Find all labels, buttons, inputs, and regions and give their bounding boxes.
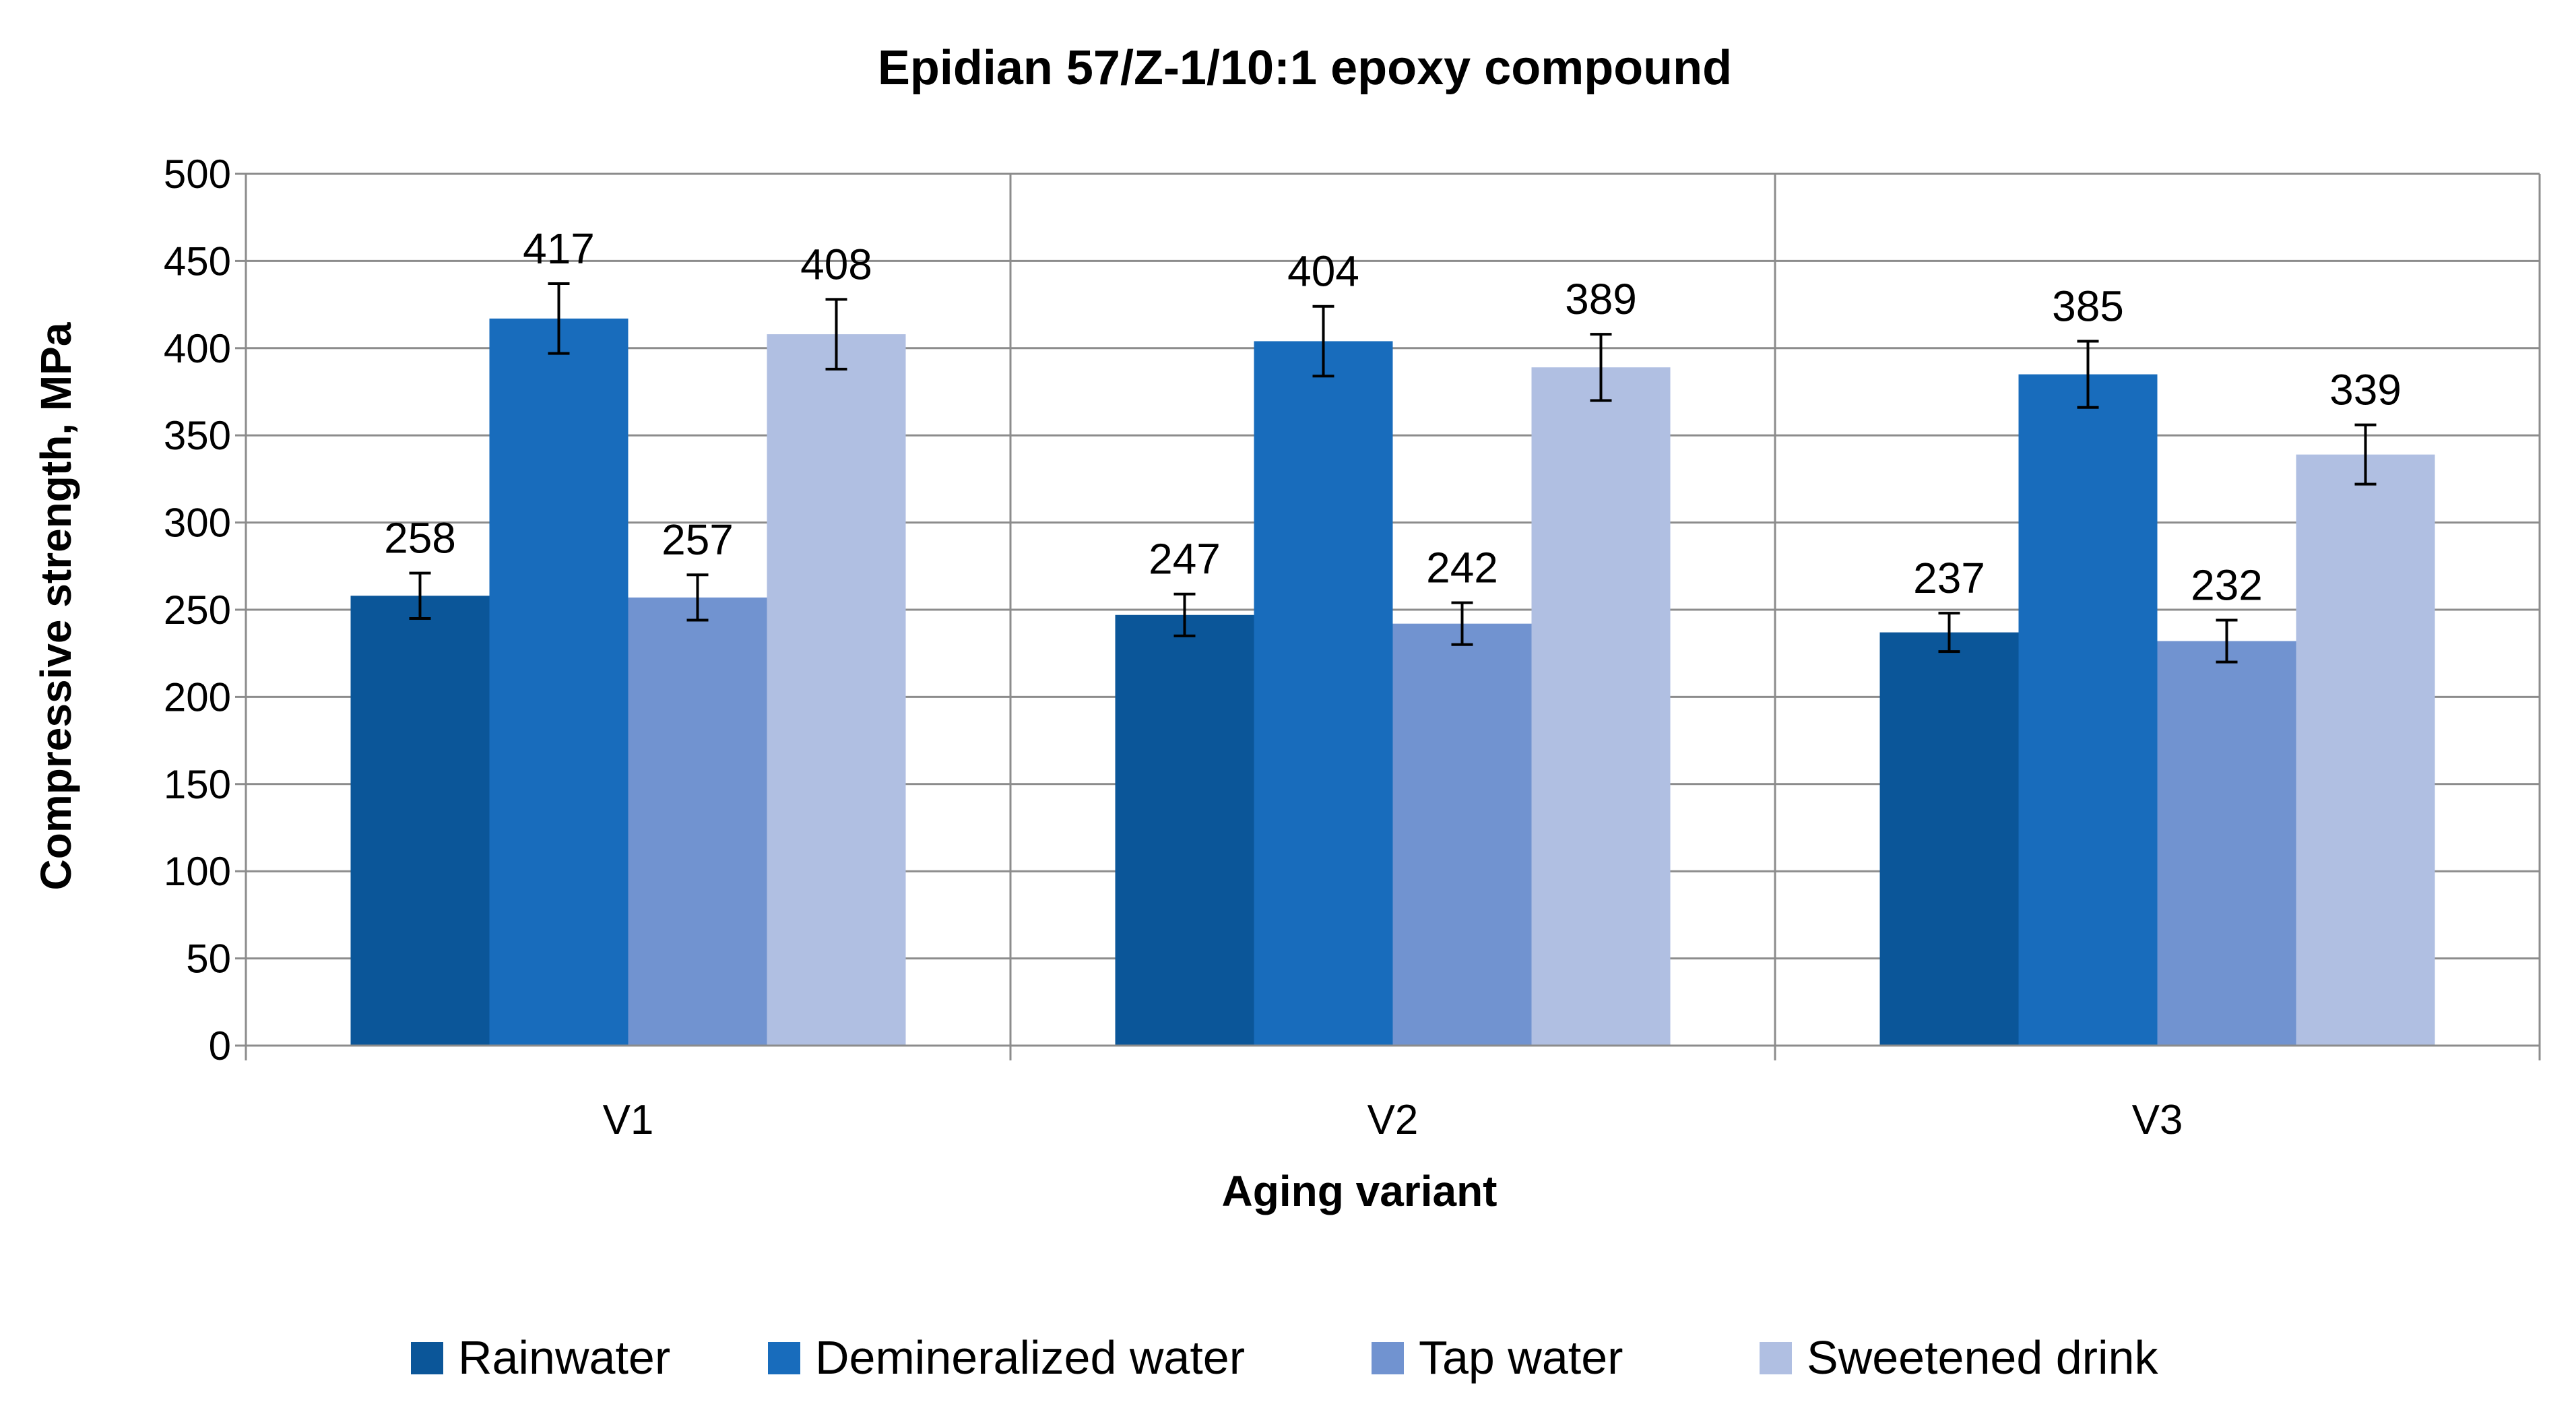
- data-label: 404: [1287, 247, 1359, 296]
- data-label: 257: [662, 515, 734, 564]
- data-label: 417: [523, 224, 595, 273]
- y-axis-title: Compressive strength, MPa: [32, 322, 80, 890]
- data-label: 389: [1565, 275, 1637, 323]
- legend-item: Rainwater: [411, 1331, 670, 1384]
- bar: [1879, 632, 2019, 1046]
- data-label: 385: [2052, 282, 2124, 330]
- legend-item: Demineralized water: [768, 1331, 1245, 1384]
- legend-label: Tap water: [1419, 1331, 1623, 1384]
- data-label: 232: [2191, 561, 2263, 610]
- x-tick-label: V1: [603, 1097, 654, 1143]
- bar: [2157, 641, 2296, 1046]
- y-tick-label: 150: [164, 762, 231, 807]
- data-label: 258: [384, 514, 456, 563]
- legend-swatch: [411, 1342, 443, 1374]
- y-tick-label: 200: [164, 674, 231, 720]
- bars: [350, 318, 2435, 1046]
- y-tick-label: 450: [164, 238, 231, 284]
- bar: [2296, 454, 2435, 1046]
- axes: 0 50 100 150 200 250 300 350 400 450 500 V1 V2 V3: [164, 152, 2541, 1143]
- error-bars: [409, 282, 2377, 664]
- data-labels: 258 247 237 417 404 385 257 242 232 408 389 339: [384, 224, 2402, 609]
- data-label: 339: [2329, 366, 2402, 414]
- legend-swatch: [768, 1342, 800, 1374]
- data-label: 408: [800, 240, 872, 288]
- y-tick-label: 400: [164, 326, 231, 371]
- bar: [1392, 623, 1532, 1046]
- legend-swatch: [1372, 1342, 1404, 1374]
- bar: [1115, 614, 1254, 1046]
- legend-swatch: [1760, 1342, 1792, 1374]
- bar: [350, 596, 490, 1046]
- legend-item: Tap water: [1372, 1331, 1623, 1384]
- x-tick-label: V3: [2132, 1097, 2183, 1143]
- y-tick-label: 250: [164, 587, 231, 633]
- legend: Rainwater Demineralized water Tap water Swe…: [411, 1331, 2158, 1384]
- legend-label: Sweetened drink: [1807, 1331, 2158, 1384]
- y-tick-label: 100: [164, 849, 231, 894]
- data-label: 242: [1426, 544, 1498, 592]
- bar: [767, 334, 906, 1046]
- y-tick-label: 300: [164, 501, 231, 546]
- y-tick-label: 500: [164, 152, 231, 197]
- y-tick-label: 50: [186, 936, 231, 982]
- x-axis-title: Aging variant: [1222, 1167, 1498, 1215]
- y-tick-label: 0: [209, 1023, 231, 1068]
- y-tick-label: 350: [164, 413, 231, 458]
- legend-item: Sweetened drink: [1760, 1331, 2158, 1384]
- legend-label: Rainwater: [458, 1331, 670, 1384]
- bar: [489, 318, 629, 1046]
- x-tick-label: V2: [1367, 1097, 1419, 1143]
- bar: [628, 597, 767, 1046]
- bar: [2018, 374, 2158, 1046]
- bar: [1531, 367, 1671, 1046]
- bar: [1254, 341, 1393, 1046]
- chart-title: Epidian 57/Z-1/10:1 epoxy compound: [878, 41, 1732, 95]
- data-label: 247: [1149, 535, 1221, 583]
- data-label: 237: [1913, 554, 1985, 602]
- legend-label: Demineralized water: [815, 1331, 1245, 1384]
